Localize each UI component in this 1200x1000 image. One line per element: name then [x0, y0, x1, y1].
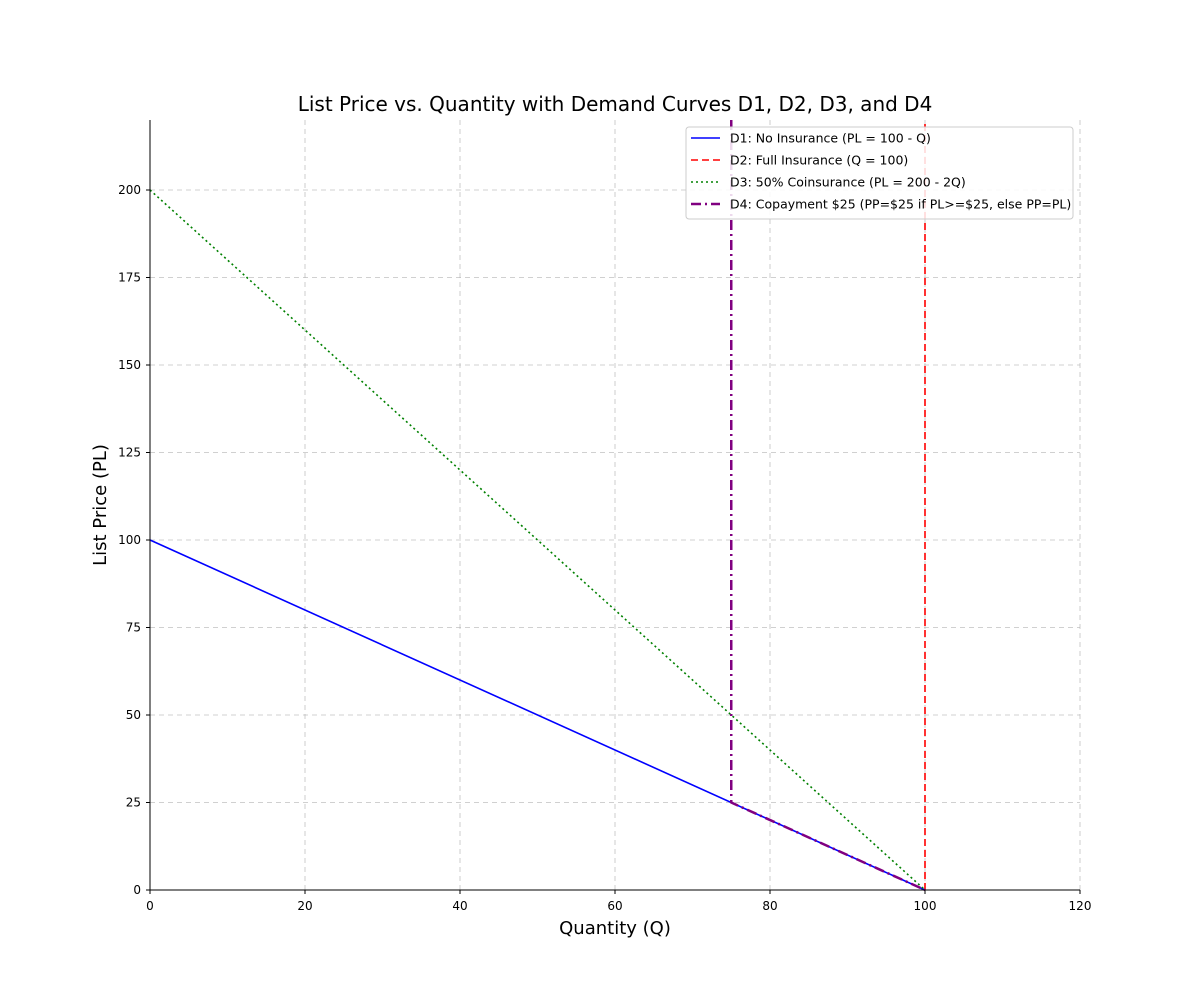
- ticks-layer: 0 20 40 60 80 100 120 0 25 50 75 100 125 150 175 200: [118, 183, 1091, 913]
- y-tick-label: 25: [126, 796, 141, 810]
- x-axis-title: Quantity (Q): [559, 918, 671, 939]
- x-tick-label: 120: [1069, 899, 1092, 913]
- legend-box: [685, 126, 1074, 220]
- axes-layer: [149, 120, 1080, 891]
- y-tick-label: 150: [118, 358, 141, 372]
- y-tick-label: 100: [118, 533, 141, 547]
- grid-layer: [149, 120, 1081, 891]
- series-line-d3: [149, 189, 926, 891]
- y-tick-label: 0: [133, 883, 141, 897]
- y-axis-title: List Price (PL): [90, 444, 111, 566]
- x-tick-label: 60: [607, 899, 622, 913]
- y-tick-label: 50: [126, 708, 141, 722]
- legend-label-d2: D2: Full Insurance (Q = 100): [730, 153, 908, 168]
- chart-title: List Price vs. Quantity with Demand Curv…: [298, 92, 933, 116]
- series-line-d4: [730, 120, 926, 892]
- legend: D1: No Insurance (PL = 100 - Q) D2: Full …: [685, 126, 1074, 220]
- legend-label-d4: D4: Copayment $25 (PP=$25 if PL>=$25, el…: [730, 197, 1071, 212]
- y-tick-label: 75: [126, 621, 141, 635]
- x-tick-label: 0: [146, 899, 154, 913]
- legend-label-d1: D1: No Insurance (PL = 100 - Q): [730, 131, 931, 146]
- series-line-d1: [149, 539, 926, 891]
- legend-label-d3: D3: 50% Coinsurance (PL = 200 - 2Q): [730, 175, 966, 190]
- series-layer: [149, 120, 926, 892]
- y-tick-label: 125: [118, 446, 141, 460]
- x-tick-label: 100: [914, 899, 937, 913]
- x-tick-label: 80: [762, 899, 777, 913]
- x-tick-label: 40: [452, 899, 467, 913]
- x-tick-label: 20: [297, 899, 312, 913]
- y-tick-label: 175: [118, 271, 141, 285]
- y-tick-label: 200: [118, 183, 141, 197]
